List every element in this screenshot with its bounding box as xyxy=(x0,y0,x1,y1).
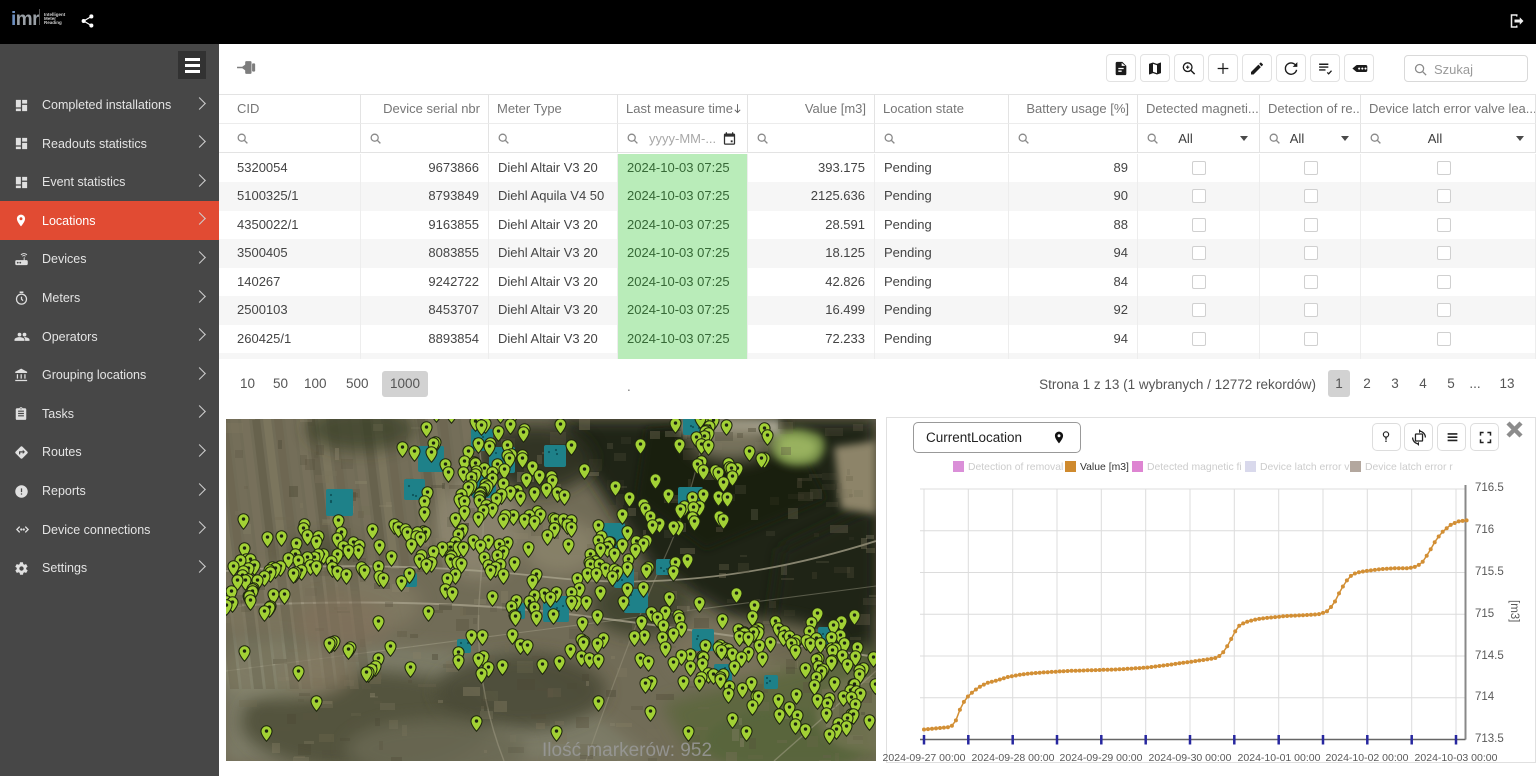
svg-text:Ilość markerów: 952: Ilość markerów: 952 xyxy=(542,740,712,761)
